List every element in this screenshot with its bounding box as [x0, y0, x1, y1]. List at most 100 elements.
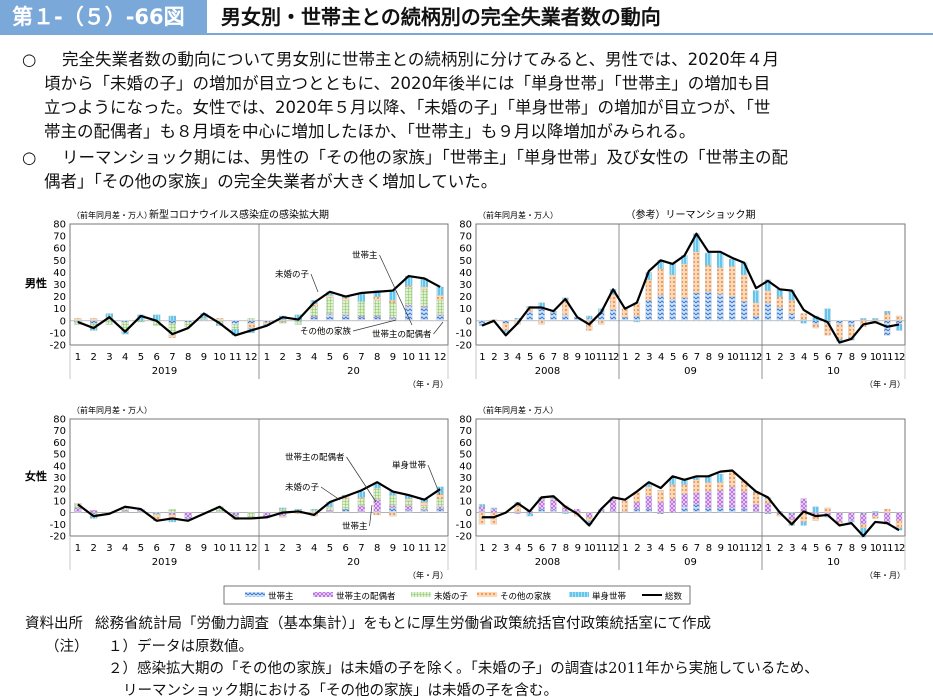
month-label: 9 [575, 543, 581, 554]
y-tick-label: 40 [459, 268, 472, 279]
bar-single [278, 507, 287, 510]
month-label: 6 [342, 352, 348, 363]
bar-unmarried [420, 289, 429, 307]
bar-spouse [74, 507, 82, 512]
figure-number: 第１-（５）-66図 [0, 0, 207, 34]
year-label: 20 [347, 557, 360, 568]
bar-other [89, 318, 98, 321]
annotation-label: 世帯主 [352, 250, 378, 261]
bar-spouse [357, 505, 366, 512]
month-label: 1 [765, 352, 771, 363]
month-label: 8 [374, 543, 380, 554]
bar-head [657, 295, 664, 321]
bar-head [215, 511, 224, 513]
plot-area [475, 223, 906, 346]
month-label: 6 [153, 543, 159, 554]
month-label: 7 [169, 352, 175, 363]
bar-spouse [705, 491, 712, 509]
bar-other [645, 486, 652, 497]
bar-spouse [389, 505, 397, 509]
x-axis-unit: （年・月） [865, 379, 905, 389]
month-label: 6 [342, 543, 348, 554]
bullet-mark: ○ [22, 50, 37, 69]
month-label: 6 [682, 352, 688, 363]
month-label: 1 [479, 352, 485, 363]
bar-spouse [752, 504, 760, 512]
y-tick-label: -20 [456, 341, 472, 352]
month-label: 4 [311, 543, 317, 554]
annotation-label: 世帯主の配偶者 [372, 329, 432, 340]
bar-other [74, 318, 82, 321]
month-label: 12 [245, 543, 258, 554]
legend-swatch-head [245, 592, 265, 597]
bar-unmarried [200, 318, 208, 320]
charts: 男性 女性 世帯主 世帯主の配偶者 未婚の子 その他の家族 単身世帯 総数 -20-100… [25, 208, 906, 605]
bar-head [717, 294, 724, 321]
month-label: 5 [527, 352, 533, 363]
bar-head [168, 320, 177, 324]
month-label: 8 [563, 352, 569, 363]
annotation-leader [346, 456, 377, 503]
bar-unmarried [436, 498, 444, 507]
male-label: 男性 [25, 276, 47, 290]
month-label: 4 [122, 543, 128, 554]
bar-single [478, 504, 486, 507]
summary-bullet-1: ○ 完全失業者数の動向について男女別に世帯主との続柄別に分けてみると、男性では、… [22, 48, 779, 144]
bar-head [562, 314, 569, 321]
month-label: 7 [358, 543, 364, 554]
bar-head [621, 317, 629, 321]
y-tick-label: 10 [459, 304, 472, 315]
month-label: 5 [813, 352, 819, 363]
month-label: 10 [213, 543, 226, 554]
bar-other [872, 515, 879, 519]
month-label: 2 [90, 543, 96, 554]
month-label: 4 [311, 352, 317, 363]
chart-title: 新型コロナウイルス感染症の感染拡大期 [149, 208, 329, 221]
bar-head [800, 319, 807, 321]
bar-spouse [420, 508, 429, 511]
bar-spouse [404, 304, 413, 307]
bar-spouse [326, 313, 334, 315]
y-tick-label: 50 [459, 256, 472, 267]
bar-unmarried [294, 320, 303, 325]
bar-spouse [764, 503, 772, 513]
bar-spouse [184, 512, 192, 519]
bar-head [436, 315, 444, 321]
bar-other [490, 512, 498, 525]
month-label: 12 [751, 543, 762, 554]
month-label: 1 [264, 352, 270, 363]
bar-spouse [478, 506, 486, 512]
month-label: 1 [75, 543, 81, 554]
bar-other [752, 302, 760, 317]
bar-unmarried [310, 306, 318, 317]
month-label: 8 [185, 543, 191, 554]
month-label: 11 [418, 543, 431, 554]
month-label: 11 [882, 543, 893, 554]
note-2: ２）感染拡大期の「その他の家族」は未婚の子を除く。「未婚の子」の調査は2011年… [108, 661, 819, 677]
bar-other [824, 507, 831, 513]
annotation-label: 単身世帯 [392, 460, 427, 471]
bar-other [681, 263, 688, 298]
legend-swatch-unmarried [411, 592, 431, 597]
bar-other [800, 313, 807, 320]
bar-head [74, 511, 82, 513]
y-tick-label: -20 [50, 532, 66, 543]
month-label: 10 [727, 352, 738, 363]
month-label: 4 [515, 352, 521, 363]
month-label: 8 [706, 352, 712, 363]
y-tick-label: 20 [53, 485, 66, 496]
bar-head [200, 319, 208, 321]
month-label: 2 [634, 352, 640, 363]
bar-head [420, 510, 429, 513]
bar-spouse [121, 510, 129, 512]
x-axis-unit: （年・月） [408, 570, 448, 580]
year-label: 2008 [535, 557, 560, 568]
bar-other [436, 295, 444, 301]
month-label: 1 [479, 543, 485, 554]
bar-spouse [848, 512, 855, 521]
y-axis-unit: （前年同月差・万人） [478, 210, 558, 220]
bar-head [872, 319, 879, 321]
y-tick-label: 40 [53, 461, 66, 472]
bar-head [717, 507, 724, 513]
bar-other [729, 471, 736, 488]
